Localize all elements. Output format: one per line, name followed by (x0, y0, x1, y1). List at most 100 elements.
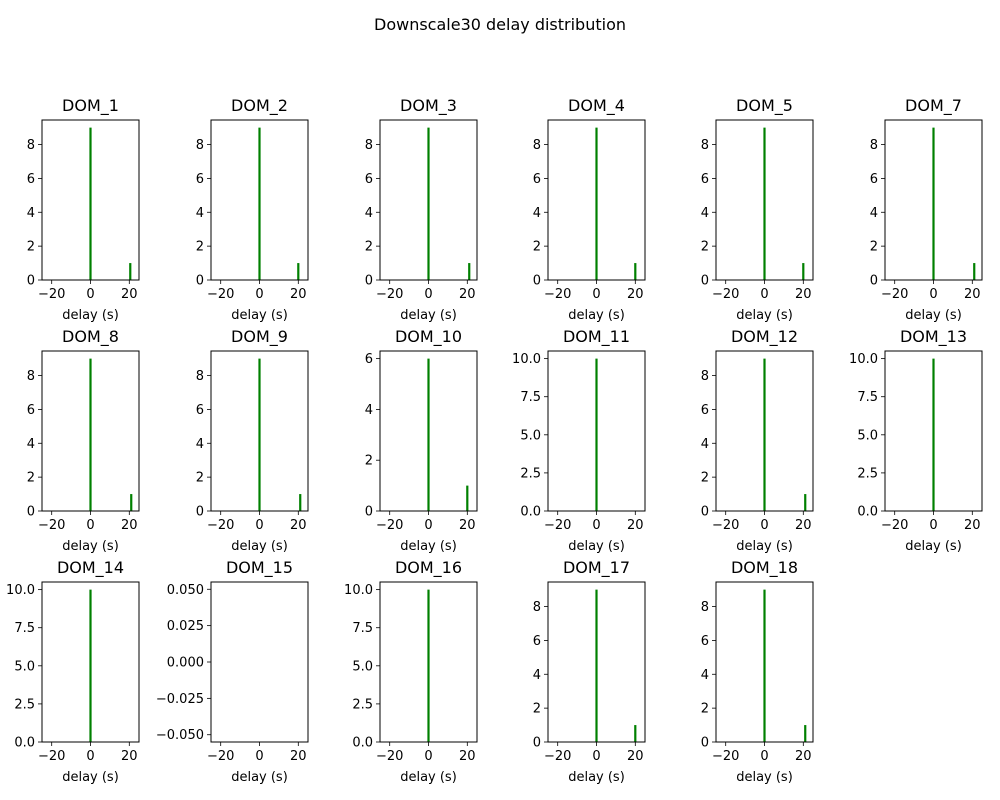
y-tick-label: 8 (870, 138, 878, 153)
x-axis-label: delay (s) (905, 539, 962, 554)
histogram-bar (89, 589, 92, 742)
subplot-title: DOM_5 (736, 96, 793, 116)
subplot-dom-14: DOM_14 −20 0 20 0.0 2.5 5.0 7.5 10.0 delay (s) (6, 558, 140, 785)
y-tick-label: 8 (533, 138, 541, 153)
histogram-bar (804, 725, 807, 742)
y-tick-label: 0 (870, 274, 878, 289)
histogram-bar (932, 358, 935, 511)
y-tick-label: 2.5 (352, 697, 373, 712)
y-tick-label: 0.025 (167, 619, 204, 634)
x-tick-label: 20 (795, 287, 812, 302)
histogram-bar (89, 358, 92, 511)
x-tick-label: −20 (376, 518, 403, 533)
x-axis-label: delay (s) (736, 539, 793, 554)
x-tick-label: 0 (929, 518, 937, 533)
y-tick-label: 2.5 (857, 466, 878, 481)
y-tick-label: 2 (27, 471, 35, 486)
y-tick-label: 8 (701, 369, 709, 384)
y-tick-label: −0.025 (156, 692, 204, 707)
x-axis-label: delay (s) (736, 770, 793, 785)
y-tick-label: 8 (196, 138, 204, 153)
histogram-bar (802, 263, 805, 280)
y-tick-label: 6 (196, 403, 204, 418)
y-tick-label: 6 (365, 172, 373, 187)
axes-frame (210, 581, 309, 743)
y-tick-label: 7.5 (352, 621, 373, 636)
x-tick-label: 20 (121, 287, 138, 302)
histogram-bar (634, 725, 637, 742)
subplot-title: DOM_3 (400, 96, 457, 116)
histogram-bar (258, 127, 261, 280)
x-tick-label: 0 (86, 287, 94, 302)
y-tick-label: 10.0 (512, 352, 541, 367)
x-tick-label: 0 (592, 749, 600, 764)
y-tick-label: 4 (701, 206, 709, 221)
y-tick-label: 0.0 (857, 505, 878, 520)
y-tick-label: 0 (701, 274, 709, 289)
x-axis-label: delay (s) (568, 770, 625, 785)
histogram-bar (595, 589, 598, 742)
y-tick-label: 4 (27, 206, 35, 221)
histogram-bar (427, 358, 430, 511)
y-tick-label: 6 (870, 172, 878, 187)
subplot-title: DOM_17 (563, 558, 630, 578)
y-tick-label: 5.0 (857, 428, 878, 443)
x-axis-label: delay (s) (568, 539, 625, 554)
histogram-bar (595, 127, 598, 280)
x-tick-label: 0 (424, 518, 432, 533)
subplot-dom-15: DOM_15 −20 0 20 −0.050 −0.025 0.000 0.025 0.050 d… (156, 558, 309, 785)
histogram-bar (804, 494, 807, 511)
y-tick-label: 8 (365, 138, 373, 153)
subplot-title: DOM_9 (231, 327, 288, 347)
y-tick-label: 0.0 (14, 736, 35, 751)
histogram-bar (129, 263, 132, 280)
subplot-dom-16: DOM_16 −20 0 20 0.0 2.5 5.0 7.5 10.0 delay (s) (344, 558, 478, 785)
x-axis-label: delay (s) (62, 770, 119, 785)
x-tick-label: −20 (712, 749, 739, 764)
histogram-bar (427, 127, 430, 280)
y-tick-label: 5.0 (352, 659, 373, 674)
y-tick-label: 6 (533, 634, 541, 649)
x-tick-label: 20 (290, 518, 307, 533)
y-tick-label: 2 (701, 471, 709, 486)
y-tick-label: 0 (196, 505, 204, 520)
y-tick-label: −0.050 (156, 728, 204, 743)
x-tick-label: 0 (424, 287, 432, 302)
x-axis-label: delay (s) (905, 308, 962, 323)
y-tick-label: 2.5 (520, 466, 541, 481)
histogram-bar (258, 358, 261, 511)
y-tick-label: 2 (365, 454, 373, 469)
histogram-bar (89, 127, 92, 280)
y-tick-label: 6 (701, 403, 709, 418)
x-tick-label: −20 (38, 287, 65, 302)
y-tick-label: 10.0 (849, 352, 878, 367)
x-tick-label: 0 (255, 518, 263, 533)
subplot-title: DOM_8 (62, 327, 119, 347)
subplot-title: DOM_2 (231, 96, 288, 116)
x-tick-label: 20 (459, 518, 476, 533)
x-tick-label: −20 (376, 287, 403, 302)
y-tick-label: 8 (533, 600, 541, 615)
x-tick-label: 0 (86, 518, 94, 533)
histogram-bar (634, 263, 637, 280)
x-axis-label: delay (s) (400, 539, 457, 554)
x-tick-label: 0 (929, 287, 937, 302)
y-tick-label: 5.0 (14, 659, 35, 674)
x-tick-label: −20 (207, 518, 234, 533)
y-tick-label: 0.0 (520, 505, 541, 520)
y-tick-label: 0 (27, 505, 35, 520)
y-tick-label: 0 (533, 274, 541, 289)
y-tick-label: 7.5 (14, 621, 35, 636)
y-tick-label: 6 (27, 403, 35, 418)
x-tick-label: 0 (255, 287, 263, 302)
subplot-title: DOM_10 (395, 327, 462, 347)
y-tick-label: 7.5 (520, 390, 541, 405)
histogram-bar (130, 494, 133, 511)
x-tick-label: −20 (38, 518, 65, 533)
subplot-title: DOM_16 (395, 558, 462, 578)
